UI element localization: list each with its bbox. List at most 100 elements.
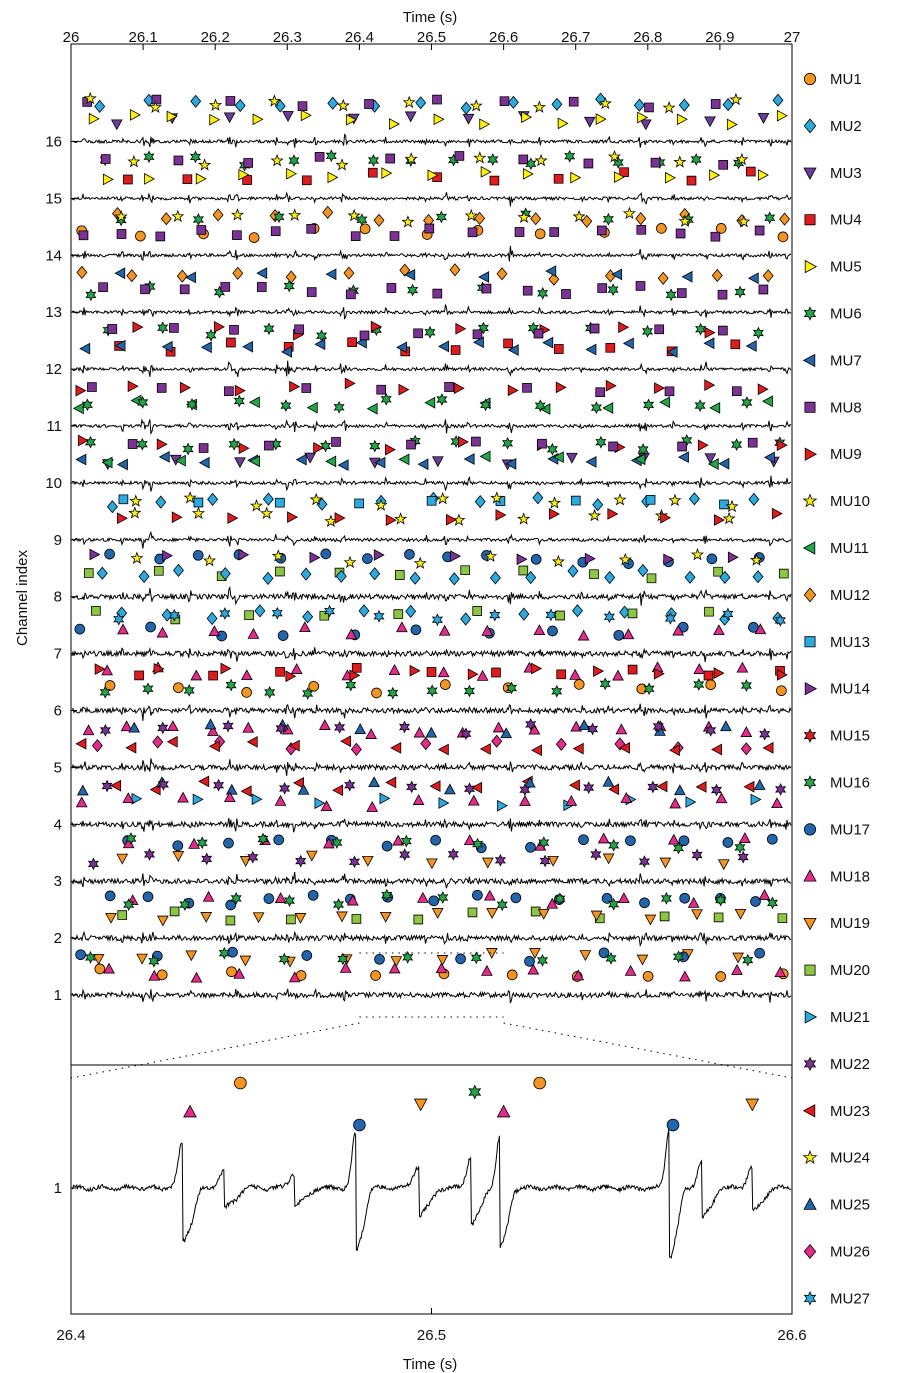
discharge-marker-mu6: [693, 678, 705, 691]
zoom-marker-mu18: [183, 1104, 197, 1118]
top-x-axis-label: Time (s): [403, 9, 457, 26]
discharge-marker-mu16: [123, 898, 135, 911]
discharge-marker-mu20: [394, 570, 405, 580]
discharge-marker-mu18: [288, 971, 301, 983]
discharge-marker-mu16: [125, 832, 137, 845]
top-x-tick-label: 26.6: [489, 29, 518, 46]
discharge-marker-mu19: [485, 948, 498, 959]
legend-label: MU21: [830, 1009, 870, 1026]
discharge-marker-mu2: [106, 500, 118, 514]
legend-item-mu8: MU8: [804, 399, 862, 416]
discharge-marker-mu6: [643, 682, 655, 696]
discharge-marker-mu27: [373, 609, 385, 623]
discharge-marker-mu9: [385, 443, 396, 456]
discharge-marker-mu18: [417, 891, 429, 903]
discharge-marker-mu12: [657, 271, 669, 285]
discharge-marker-mu6: [477, 321, 489, 335]
discharge-marker-mu8: [568, 96, 579, 107]
discharge-marker-mu6: [695, 322, 707, 336]
discharge-marker-mu8: [747, 437, 758, 448]
legend: MU1 MU2 MU3 MU4 MU5 MU6 MU7 MU8 MU9 MU10 MU11 MU12 M…: [802, 71, 870, 1307]
discharge-marker-mu27: [271, 606, 283, 620]
discharge-marker-mu2: [262, 571, 274, 586]
discharge-marker-mu9: [287, 511, 299, 523]
discharge-marker-mu6: [144, 280, 156, 293]
legend-label: MU22: [830, 1056, 870, 1073]
discharge-marker-mu4: [556, 669, 567, 680]
discharge-marker-mu8: [270, 226, 281, 237]
discharge-marker-mu25: [500, 727, 513, 739]
discharge-marker-mu9: [349, 669, 361, 682]
discharge-marker-mu22: [334, 721, 346, 734]
discharge-marker-mu16: [148, 954, 160, 968]
discharge-marker-mu16: [672, 841, 685, 855]
legend-item-mu10: MU10: [802, 493, 870, 510]
discharge-marker-mu11: [659, 396, 671, 409]
discharge-marker-mu2: [532, 491, 544, 505]
discharge-marker-mu8: [256, 282, 267, 292]
discharge-marker-mu23: [568, 779, 580, 792]
legend-label: MU9: [830, 446, 862, 463]
discharge-marker-mu5: [522, 168, 534, 180]
discharge-marker-mu9: [75, 384, 87, 397]
discharge-marker-mu22: [275, 722, 287, 735]
discharge-marker-mu22: [279, 782, 291, 795]
discharge-marker-mu24: [613, 492, 627, 506]
discharge-marker-mu23: [608, 783, 620, 796]
discharge-marker-mu16: [734, 841, 746, 854]
discharge-marker-mu16: [283, 894, 296, 907]
discharge-marker-mu5: [480, 166, 492, 178]
discharge-marker-mu23: [695, 781, 707, 793]
zoom-marker-mu1: [533, 1076, 546, 1090]
discharge-marker-mu17: [145, 621, 156, 633]
discharge-marker-mu20: [286, 914, 296, 925]
discharge-marker-mu9: [238, 442, 250, 455]
discharge-marker-mu20: [351, 914, 362, 924]
legend-marker-mu7: [802, 353, 816, 368]
discharge-marker-mu6: [320, 439, 332, 453]
discharge-marker-mu10: [148, 100, 162, 113]
discharge-marker-mu19: [336, 911, 348, 923]
discharge-marker-mu1: [705, 679, 717, 691]
legend-marker-mu2: [803, 118, 817, 134]
discharge-marker-mu8: [533, 328, 544, 339]
discharge-marker-mu12: [212, 208, 224, 222]
discharge-marker-mu8: [731, 386, 742, 397]
discharge-marker-mu6: [233, 394, 245, 408]
legend-marker-mu5: [804, 259, 818, 274]
discharge-marker-mu4: [503, 338, 513, 349]
discharge-marker-mu2: [190, 94, 202, 108]
legend-marker-mu11: [802, 541, 816, 555]
discharge-marker-mu27: [324, 604, 336, 618]
discharge-marker-mu5: [595, 113, 607, 125]
discharge-marker-mu11: [424, 396, 436, 409]
discharge-marker-mu6: [157, 321, 169, 335]
discharge-marker-mu10: [729, 92, 743, 106]
discharge-marker-mu14: [727, 551, 739, 564]
legend-label: MU16: [830, 775, 870, 792]
zoomed-channel-trace: [71, 1129, 792, 1259]
discharge-marker-mu11: [325, 455, 337, 468]
discharge-marker-mu6: [183, 684, 195, 697]
discharge-marker-mu2: [327, 96, 339, 110]
discharge-marker-mu2: [752, 570, 764, 584]
discharge-marker-mu10: [198, 158, 212, 171]
discharge-marker-mu14: [450, 550, 462, 562]
discharge-marker-mu22: [583, 781, 595, 794]
discharge-marker-mu17: [362, 553, 373, 564]
y-tick-label: 16: [45, 134, 62, 151]
discharge-marker-mu1: [715, 971, 727, 982]
discharge-marker-mu7: [438, 340, 449, 353]
discharge-marker-mu2: [300, 567, 312, 581]
discharge-marker-mu24: [484, 549, 498, 562]
discharge-marker-mu25: [674, 784, 686, 796]
discharge-marker-mu22: [143, 848, 156, 861]
discharge-marker-mu2: [415, 96, 427, 110]
discharge-marker-mu17: [142, 891, 154, 903]
discharge-marker-mu27: [722, 607, 734, 621]
discharge-marker-mu5: [389, 118, 400, 130]
discharge-marker-mu10: [128, 506, 142, 519]
discharge-marker-mu18: [481, 624, 494, 636]
discharge-marker-mu11: [707, 458, 719, 470]
discharge-marker-mu3: [757, 113, 770, 125]
